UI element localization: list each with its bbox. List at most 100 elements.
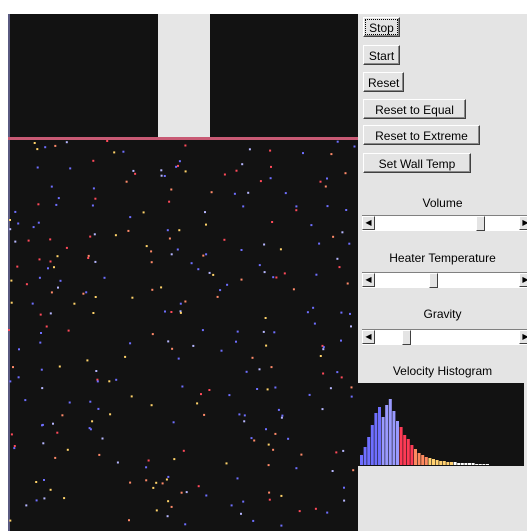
molecule <box>350 325 352 328</box>
molecule <box>49 238 52 241</box>
molecule <box>196 402 199 405</box>
molecule <box>36 166 39 169</box>
molecule <box>108 380 111 383</box>
molecule <box>330 153 333 156</box>
molecule <box>171 347 174 350</box>
molecule <box>331 470 334 472</box>
molecule <box>250 437 253 440</box>
molecule <box>202 254 205 257</box>
molecule <box>167 475 170 478</box>
reset-button[interactable]: Reset <box>363 72 404 92</box>
molecule <box>125 180 128 183</box>
stop-button[interactable]: Stop <box>363 17 400 37</box>
molecule <box>38 276 41 279</box>
molecule <box>319 355 322 357</box>
molecule <box>145 245 148 248</box>
molecule <box>318 242 321 245</box>
molecule <box>321 344 324 347</box>
molecule <box>89 400 92 403</box>
molecule <box>190 262 193 265</box>
molecule <box>326 511 329 514</box>
molecule <box>9 380 12 383</box>
molecule <box>259 180 262 183</box>
molecule <box>150 261 153 264</box>
molecule <box>41 387 44 390</box>
molecule <box>163 175 166 177</box>
gravity-right-arrow-icon[interactable]: ▶ <box>519 330 527 344</box>
molecule <box>95 370 98 372</box>
molecule <box>166 515 169 518</box>
molecule <box>65 141 68 144</box>
histogram-bar <box>460 463 464 465</box>
molecule <box>65 246 68 249</box>
molecule <box>265 344 268 347</box>
molecule <box>212 273 215 276</box>
molecule <box>242 205 245 208</box>
molecule <box>96 380 99 383</box>
molecule <box>173 458 176 461</box>
volume-label: Volume <box>422 196 463 210</box>
molecule <box>150 404 153 407</box>
molecule <box>338 266 341 269</box>
molecule <box>179 310 182 313</box>
molecule <box>145 479 148 482</box>
gravity-left-arrow-icon[interactable]: ◀ <box>362 330 375 344</box>
molecule <box>268 498 271 501</box>
heater-left-arrow-icon[interactable]: ◀ <box>362 273 375 287</box>
molecule <box>176 248 179 251</box>
histogram-bar <box>428 458 432 465</box>
molecule <box>142 211 145 214</box>
reset-to-extreme-button[interactable]: Reset to Extreme <box>363 125 480 145</box>
molecule <box>223 173 226 176</box>
histogram-bar <box>370 425 374 465</box>
volume-left-arrow-icon[interactable]: ◀ <box>362 216 375 230</box>
histogram-bar <box>442 461 446 465</box>
molecule <box>56 431 59 434</box>
molecule <box>295 209 298 212</box>
volume-slider-thumb[interactable] <box>476 216 486 231</box>
heater-temperature-slider[interactable]: ◀ ▶ <box>362 272 527 288</box>
molecule <box>40 332 42 334</box>
volume-right-arrow-icon[interactable]: ▶ <box>519 216 527 230</box>
molecule <box>277 408 280 411</box>
molecule <box>43 497 46 500</box>
histogram-bar <box>414 449 417 465</box>
molecule <box>151 333 154 336</box>
molecule <box>262 330 265 333</box>
molecule <box>184 523 187 526</box>
molecule <box>240 278 243 281</box>
heater-right-arrow-icon[interactable]: ▶ <box>519 273 527 287</box>
molecule <box>9 219 11 221</box>
histogram-bar <box>453 462 457 465</box>
molecule <box>258 264 261 267</box>
molecule <box>36 148 39 151</box>
volume-slider[interactable]: ◀ ▶ <box>362 215 527 231</box>
heater-slider-thumb[interactable] <box>429 273 438 288</box>
histogram-bar <box>424 457 428 465</box>
molecule <box>134 172 137 175</box>
molecule <box>152 486 155 489</box>
molecule <box>283 272 286 275</box>
molecule <box>45 325 48 328</box>
molecule <box>32 226 35 229</box>
molecule <box>279 248 282 251</box>
molecule <box>287 437 290 440</box>
molecule <box>241 163 244 166</box>
molecule <box>94 197 97 200</box>
molecule <box>352 469 355 472</box>
start-button[interactable]: Start <box>363 45 400 65</box>
molecule <box>335 451 338 454</box>
gravity-slider[interactable]: ◀ ▶ <box>362 329 527 345</box>
histogram-bar <box>378 407 381 465</box>
molecule <box>322 346 325 349</box>
molecule <box>270 165 272 168</box>
reset-to-equal-button[interactable]: Reset to Equal <box>363 99 466 119</box>
molecule <box>177 357 180 360</box>
molecule <box>326 177 328 180</box>
gravity-slider-thumb[interactable] <box>402 330 411 345</box>
molecule <box>42 442 45 445</box>
molecule <box>185 491 188 494</box>
set-wall-temp-button[interactable]: Set Wall Temp <box>363 153 471 173</box>
molecule <box>343 499 346 502</box>
molecule <box>348 242 351 245</box>
